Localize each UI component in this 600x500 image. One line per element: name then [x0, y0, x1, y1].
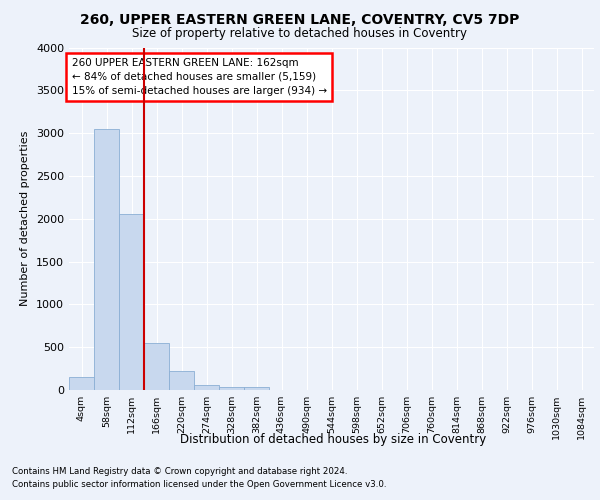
Bar	[94, 129, 119, 390]
Text: Contains public sector information licensed under the Open Government Licence v3: Contains public sector information licen…	[12, 480, 386, 489]
Text: 260, UPPER EASTERN GREEN LANE, COVENTRY, CV5 7DP: 260, UPPER EASTERN GREEN LANE, COVENTRY,…	[80, 12, 520, 26]
Bar	[145, 343, 169, 390]
Bar	[244, 388, 269, 390]
Bar	[220, 387, 244, 390]
Text: Size of property relative to detached houses in Coventry: Size of property relative to detached ho…	[133, 28, 467, 40]
Text: Distribution of detached houses by size in Coventry: Distribution of detached houses by size …	[180, 432, 486, 446]
Y-axis label: Number of detached properties: Number of detached properties	[20, 131, 31, 306]
Bar	[119, 214, 143, 390]
Text: 260 UPPER EASTERN GREEN LANE: 162sqm
← 84% of detached houses are smaller (5,159: 260 UPPER EASTERN GREEN LANE: 162sqm ← 8…	[71, 58, 327, 96]
Bar	[169, 370, 194, 390]
Text: Contains HM Land Registry data © Crown copyright and database right 2024.: Contains HM Land Registry data © Crown c…	[12, 468, 347, 476]
Bar	[194, 385, 218, 390]
Bar	[70, 377, 94, 390]
